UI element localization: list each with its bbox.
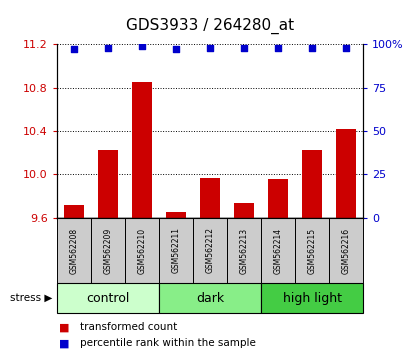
Bar <box>131 82 152 218</box>
Bar <box>268 179 289 218</box>
Bar <box>193 218 227 283</box>
Text: percentile rank within the sample: percentile rank within the sample <box>80 338 256 348</box>
Point <box>139 43 145 49</box>
Bar <box>97 150 118 218</box>
Bar <box>159 218 193 283</box>
Bar <box>91 218 125 283</box>
Text: GSM562212: GSM562212 <box>205 228 215 273</box>
Text: ■: ■ <box>59 322 69 332</box>
Text: GDS3933 / 264280_at: GDS3933 / 264280_at <box>126 18 294 34</box>
Bar <box>336 129 357 218</box>
Bar <box>295 218 329 283</box>
Point <box>71 47 77 52</box>
Text: dark: dark <box>196 292 224 305</box>
Text: stress ▶: stress ▶ <box>10 293 52 303</box>
Bar <box>57 218 91 283</box>
Bar <box>63 205 84 218</box>
Text: GSM562208: GSM562208 <box>69 227 78 274</box>
Text: transformed count: transformed count <box>80 322 177 332</box>
Text: GSM562215: GSM562215 <box>308 227 317 274</box>
Text: GSM562209: GSM562209 <box>103 227 112 274</box>
Text: control: control <box>86 292 129 305</box>
Point <box>275 45 281 51</box>
Text: high light: high light <box>283 292 342 305</box>
Point <box>309 45 315 51</box>
Text: GSM562211: GSM562211 <box>171 228 181 273</box>
Bar <box>159 283 261 313</box>
Bar <box>125 218 159 283</box>
Point <box>105 45 111 51</box>
Bar <box>227 218 261 283</box>
Text: GSM562213: GSM562213 <box>239 227 249 274</box>
Bar <box>166 212 186 218</box>
Bar <box>261 283 363 313</box>
Bar <box>302 150 323 218</box>
Text: GSM562210: GSM562210 <box>137 227 146 274</box>
Text: GSM562216: GSM562216 <box>342 227 351 274</box>
Bar <box>329 218 363 283</box>
Text: ■: ■ <box>59 338 69 348</box>
Bar <box>234 202 254 218</box>
Point <box>241 45 247 51</box>
Point <box>207 45 213 51</box>
Point <box>173 47 179 52</box>
Text: GSM562214: GSM562214 <box>274 227 283 274</box>
Point <box>343 45 349 51</box>
Bar <box>57 283 159 313</box>
Bar <box>261 218 295 283</box>
Bar <box>200 178 220 218</box>
